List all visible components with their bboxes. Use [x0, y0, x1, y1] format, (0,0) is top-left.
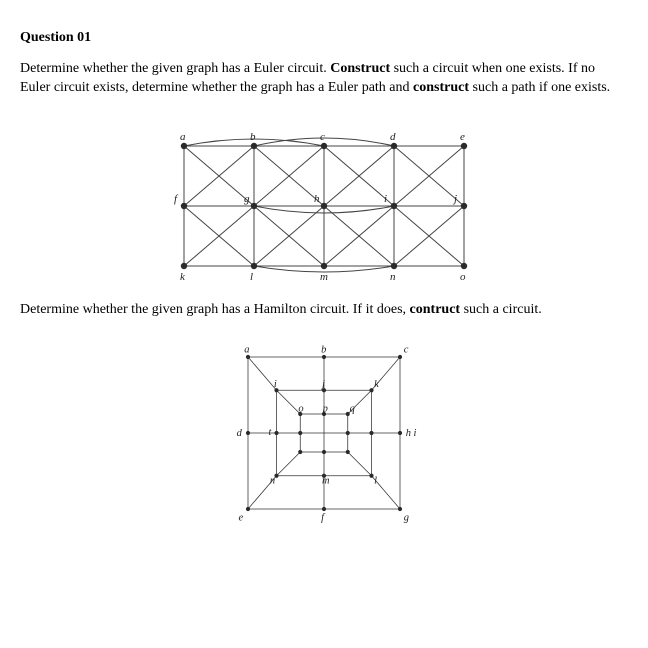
hamilton-graph: a b c h i g f e d i j k l m n t o p q [219, 338, 429, 528]
svg-text:l: l [374, 475, 377, 486]
svg-text:p: p [322, 403, 328, 414]
svg-text:k: k [374, 379, 379, 390]
svg-text:d: d [237, 428, 243, 439]
svg-text:q: q [350, 403, 355, 414]
svg-text:a: a [244, 344, 249, 355]
svg-text:g: g [244, 193, 250, 205]
euler-graph: a b c d e f g h i j k l m n o [144, 116, 504, 291]
svg-text:m: m [322, 475, 330, 486]
svg-text:t: t [269, 427, 273, 438]
figure-2-wrap: a b c h i g f e d i j k l m n t o p q [20, 338, 628, 528]
svg-text:g: g [404, 512, 409, 523]
svg-text:f: f [174, 193, 179, 205]
svg-text:j: j [452, 193, 457, 205]
para1-text-pre: Determine whether the given graph has a … [20, 61, 330, 76]
svg-text:h: h [314, 193, 320, 205]
svg-text:o: o [460, 271, 466, 283]
svg-text:j: j [320, 379, 325, 390]
svg-text:e: e [460, 131, 465, 143]
svg-text:b: b [321, 344, 326, 355]
svg-text:d: d [390, 131, 396, 143]
para2-bold: contruct [410, 302, 461, 317]
svg-text:m: m [320, 271, 328, 283]
para1-bold-1: Construct [330, 61, 390, 76]
svg-text:b: b [250, 131, 256, 143]
svg-text:i: i [274, 379, 277, 390]
svg-text:c: c [404, 344, 409, 355]
svg-text:n: n [390, 271, 396, 283]
para1-bold-2: construct [413, 80, 469, 95]
figure-1-wrap: a b c d e f g h i j k l m n o [20, 116, 628, 291]
svg-text:f: f [321, 512, 326, 523]
para1-text-post: such a path if one exists. [469, 80, 610, 95]
svg-text:k: k [180, 271, 186, 283]
svg-text:a: a [180, 131, 186, 143]
para2-text-post: such a circuit. [460, 302, 542, 317]
svg-text:l: l [250, 271, 253, 283]
svg-text:c: c [320, 131, 325, 143]
svg-text:n: n [270, 475, 275, 486]
svg-text:e: e [239, 512, 244, 523]
para2-text-pre: Determine whether the given graph has a … [20, 302, 410, 317]
question-paragraph-1: Determine whether the given graph has a … [20, 60, 628, 98]
question-heading: Question 01 [20, 30, 628, 46]
svg-text:i: i [384, 193, 387, 205]
svg-text:h i: h i [406, 428, 417, 439]
question-paragraph-2: Determine whether the given graph has a … [20, 301, 628, 320]
svg-text:o: o [298, 403, 303, 414]
